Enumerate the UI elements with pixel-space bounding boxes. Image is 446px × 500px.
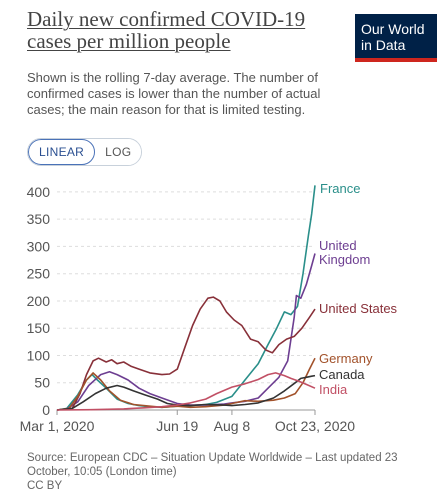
- y-tick-label: 350: [27, 211, 51, 227]
- logo-line-1: Our World: [361, 21, 425, 37]
- y-tick-label: 100: [27, 347, 51, 363]
- y-tick-label: 50: [34, 375, 50, 391]
- x-axis: Mar 1, 2020 Jun 19 Aug 8 Oct 23, 2020: [20, 409, 355, 434]
- scale-toggle: LINEAR LOG: [27, 138, 143, 166]
- y-tick-label: 200: [27, 293, 51, 309]
- series-line[interactable]: [56, 374, 316, 411]
- logo-accent-bar: [355, 58, 437, 62]
- y-tick-label: 0: [42, 402, 50, 418]
- license-link[interactable]: CC BY: [27, 480, 63, 492]
- y-tick-label: 150: [27, 320, 51, 336]
- logo-line-2: in Data: [361, 37, 406, 53]
- y-tick-label: 400: [27, 184, 51, 200]
- series-label: Canada: [319, 367, 365, 382]
- series-line[interactable]: [56, 372, 316, 411]
- series-line[interactable]: [56, 357, 316, 411]
- y-axis-ticks: 0 50 100 150 200 250 300 350 400: [27, 184, 51, 418]
- x-tick-label: Mar 1, 2020: [20, 418, 95, 434]
- gridlines: [57, 191, 315, 384]
- y-tick-label: 250: [27, 266, 51, 282]
- series-label: Germany: [319, 351, 373, 366]
- log-scale-button[interactable]: LOG: [95, 139, 142, 165]
- y-tick-label: 300: [27, 238, 51, 254]
- series-line[interactable]: [56, 296, 316, 411]
- series-label: United States: [319, 301, 398, 316]
- series-label: France: [320, 181, 360, 196]
- x-tick-label: Oct 23, 2020: [275, 418, 355, 434]
- chart-title: Daily new confirmed COVID-19 cases per m…: [27, 7, 306, 53]
- line-chart: 0 50 100 150 200 250 300 350 400 Mar 1, 2020 Jun …: [20, 181, 398, 434]
- series-lines: [56, 185, 316, 411]
- series-label: United: [319, 238, 357, 253]
- owid-logo[interactable]: Our World in Data: [355, 14, 437, 62]
- x-tick-label: Jun 19: [156, 418, 198, 434]
- source-note: Source: European CDC – Situation Update …: [27, 451, 427, 493]
- series-label: India: [319, 382, 348, 397]
- source-text: Source: European CDC – Situation Update …: [27, 452, 398, 478]
- linear-scale-button[interactable]: LINEAR: [28, 139, 96, 165]
- x-tick-label: Aug 8: [214, 418, 251, 434]
- chart-subtitle: Shown is the rolling 7-day average. The …: [27, 70, 321, 117]
- series-label: Kingdom: [319, 252, 370, 267]
- series-line[interactable]: [56, 253, 316, 411]
